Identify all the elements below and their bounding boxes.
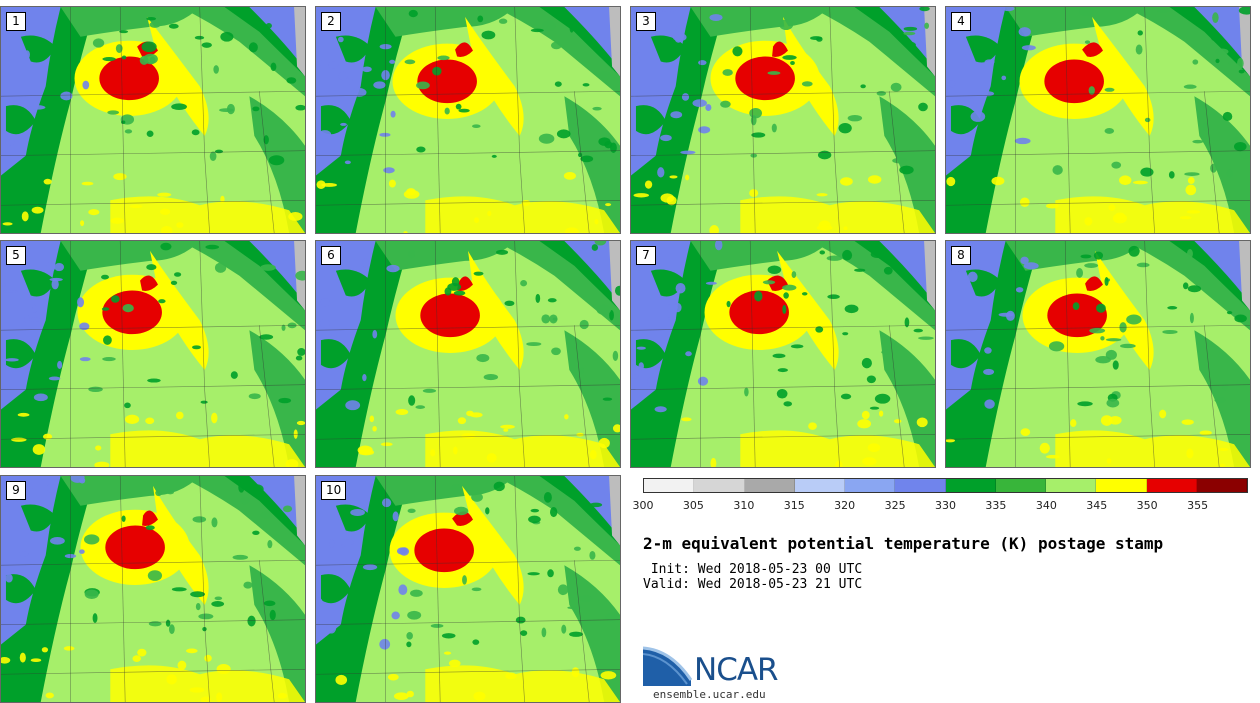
member-number: 5 bbox=[6, 246, 26, 265]
colorbar-swatch bbox=[1196, 479, 1247, 492]
colorbar-tick-label: 355 bbox=[1187, 499, 1209, 512]
map-panel-7[interactable]: 7 bbox=[630, 240, 936, 468]
colorbar-tick-label: 320 bbox=[834, 499, 856, 512]
member-number: 4 bbox=[951, 12, 971, 31]
member-number: 6 bbox=[321, 246, 341, 265]
valid-time: Valid: Wed 2018-05-23 21 UTC bbox=[643, 577, 863, 592]
colorbar-swatch bbox=[1146, 479, 1197, 492]
theta-e-map bbox=[316, 7, 620, 233]
member-number: 1 bbox=[6, 12, 26, 31]
colorbar-swatch bbox=[845, 479, 896, 492]
map-panel-6[interactable]: 6 bbox=[315, 240, 621, 468]
theta-e-map bbox=[946, 241, 1250, 467]
member-number: 3 bbox=[636, 12, 656, 31]
colorbar-tick-label: 350 bbox=[1136, 499, 1158, 512]
colorbar-tick-label: 310 bbox=[733, 499, 755, 512]
colorbar-swatch bbox=[945, 479, 996, 492]
colorbar-tick-label: 300 bbox=[632, 499, 654, 512]
colorbar-swatch bbox=[1096, 479, 1147, 492]
colorbar-tick-label: 315 bbox=[783, 499, 805, 512]
theta-e-map bbox=[631, 241, 935, 467]
site-url: ensemble.ucar.edu bbox=[653, 688, 766, 701]
colorbar-tick-label: 325 bbox=[884, 499, 906, 512]
theta-e-map bbox=[1, 7, 305, 233]
map-panel-8[interactable]: 8 bbox=[945, 240, 1251, 468]
colorbar-tick-label: 345 bbox=[1086, 499, 1108, 512]
member-number: 10 bbox=[321, 481, 347, 500]
theta-e-map bbox=[316, 476, 620, 702]
logo-text: NCAR bbox=[694, 652, 779, 688]
colorbar-swatch bbox=[995, 479, 1046, 492]
map-panel-5[interactable]: 5 bbox=[0, 240, 306, 468]
map-panel-4[interactable]: 4 bbox=[945, 6, 1251, 234]
colorbar-tick-label: 305 bbox=[682, 499, 704, 512]
colorbar-tick-label: 340 bbox=[1035, 499, 1057, 512]
map-panel-10[interactable]: 10 bbox=[315, 475, 621, 703]
map-panel-9[interactable]: 9 bbox=[0, 475, 306, 703]
member-number: 8 bbox=[951, 246, 971, 265]
colorbar-swatch bbox=[895, 479, 946, 492]
colorbar-swatch bbox=[694, 479, 745, 492]
theta-e-map bbox=[946, 7, 1250, 233]
map-panel-3[interactable]: 3 bbox=[630, 6, 936, 234]
member-number: 7 bbox=[636, 246, 656, 265]
theta-e-map bbox=[1, 476, 305, 702]
colorbar-tick-label: 335 bbox=[985, 499, 1007, 512]
map-panel-2[interactable]: 2 bbox=[315, 6, 621, 234]
colorbar-swatch bbox=[794, 479, 845, 492]
member-number: 9 bbox=[6, 481, 26, 500]
colorbar-swatch bbox=[744, 479, 795, 492]
theta-e-map bbox=[316, 241, 620, 467]
colorbar bbox=[643, 478, 1248, 493]
colorbar-swatch bbox=[644, 479, 695, 492]
colorbar-tick-label: 330 bbox=[935, 499, 956, 512]
theta-e-map bbox=[1, 241, 305, 467]
map-panel-1[interactable]: 1 bbox=[0, 6, 306, 234]
figure-title: 2-m equivalent potential temperature (K)… bbox=[643, 534, 1164, 553]
ncar-logo-icon bbox=[643, 646, 693, 686]
colorbar-swatch bbox=[1046, 479, 1097, 492]
member-number: 2 bbox=[321, 12, 341, 31]
init-time: Init: Wed 2018-05-23 00 UTC bbox=[643, 562, 863, 577]
theta-e-map bbox=[631, 7, 935, 233]
